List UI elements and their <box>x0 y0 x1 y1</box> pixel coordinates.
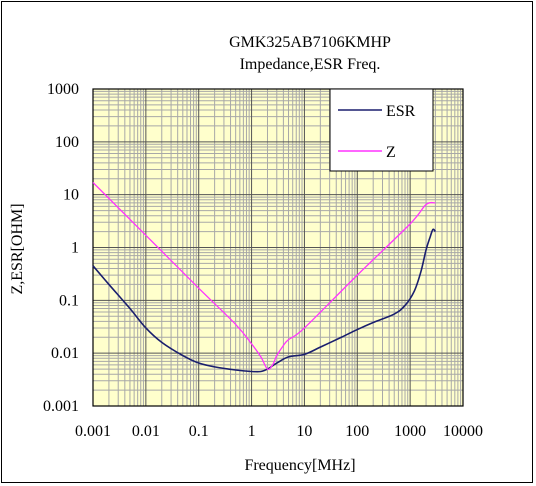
x-tick-label: 0.001 <box>75 423 111 440</box>
y-tick-label: 1 <box>71 240 79 257</box>
x-axis-label: Frequency[MHz] <box>244 457 355 474</box>
x-tick-label: 10 <box>296 423 312 440</box>
x-tick-label: 0.01 <box>132 423 160 440</box>
y-tick-label: 1000 <box>47 81 79 98</box>
x-tick-label: 1000 <box>394 423 426 440</box>
legend: ESR Z <box>329 88 434 172</box>
y-tick-label: 10 <box>63 187 79 204</box>
x-tick-label: 100 <box>345 423 369 440</box>
y-tick-label: 0.001 <box>43 398 79 415</box>
plot-border <box>92 88 464 407</box>
x-tick-label: 0.1 <box>189 423 209 440</box>
legend-box <box>329 88 434 172</box>
chart-title: GMK325AB7106KMHP <box>229 34 391 51</box>
x-tick-label: 10000 <box>443 423 483 440</box>
y-tick-label: 0.1 <box>59 292 79 309</box>
y-axis-label: Z,ESR[OHM] <box>9 203 26 294</box>
legend-label-z: Z <box>386 144 396 161</box>
legend-label-esr: ESR <box>386 103 416 120</box>
x-tick-label: 1 <box>248 423 256 440</box>
series-line-esr <box>92 228 436 373</box>
series-line-z <box>92 182 436 371</box>
y-tick-label: 100 <box>55 134 79 151</box>
chart-subtitle: Impedance,ESR Freq. <box>240 56 381 73</box>
y-tick-label: 0.01 <box>51 345 79 362</box>
